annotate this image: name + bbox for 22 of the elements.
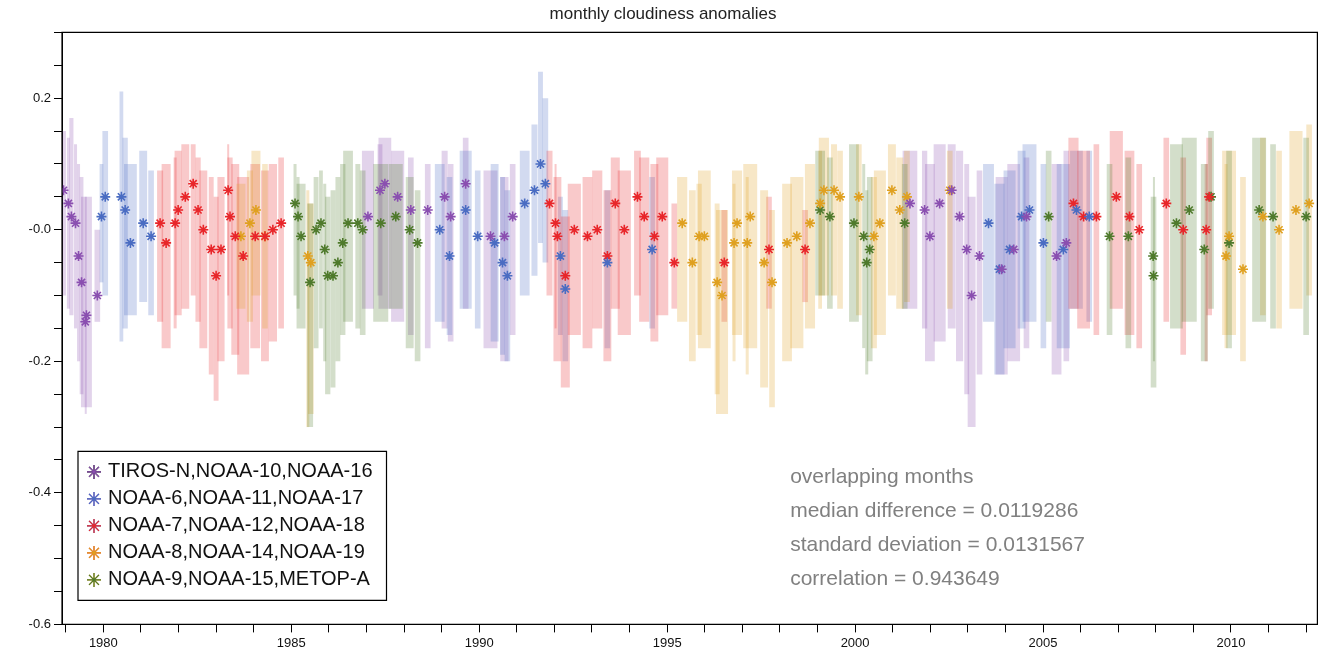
y-tick-label: -0.0 — [28, 221, 51, 237]
y-tick-label: -0.6 — [28, 615, 51, 631]
y-tick-label: 0.2 — [32, 89, 51, 105]
annotation: median difference = 0.0119286 — [790, 498, 1079, 522]
x-tick-label: 2005 — [1028, 634, 1058, 650]
x-tick-label: 1995 — [652, 634, 682, 650]
legend-label: TIROS-N,NOAA-10,NOAA-16 — [108, 459, 373, 482]
x-tick-label: 2010 — [1216, 634, 1246, 650]
chart-title: monthly cloudiness anomalies — [549, 3, 777, 23]
y-tick-label: -0.4 — [28, 484, 51, 500]
legend-label: NOAA-9,NOAA-15,METOP-A — [108, 567, 371, 590]
x-tick-label: 1980 — [88, 634, 118, 650]
legend-label: NOAA-6,NOAA-11,NOAA-17 — [108, 486, 364, 509]
x-tick-label: 1985 — [276, 634, 306, 650]
x-tick-label: 1990 — [464, 634, 494, 650]
annotation: overlapping months — [790, 464, 974, 488]
legend-label: NOAA-7,NOAA-12,NOAA-18 — [108, 513, 365, 536]
y-tick-label: -0.2 — [28, 352, 51, 368]
legend-label: NOAA-8,NOAA-14,NOAA-19 — [108, 540, 365, 563]
annotation: correlation = 0.943649 — [790, 566, 1000, 590]
annotation: standard deviation = 0.0131567 — [790, 532, 1085, 556]
x-tick-label: 2000 — [840, 634, 870, 650]
